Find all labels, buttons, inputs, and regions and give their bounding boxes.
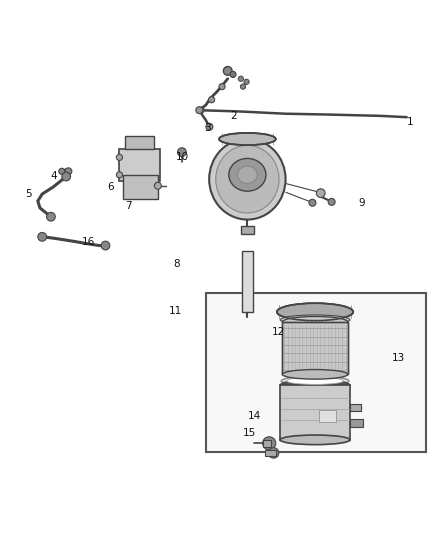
Circle shape	[268, 448, 279, 458]
Text: 6: 6	[108, 182, 114, 191]
Circle shape	[316, 189, 325, 198]
Text: 8: 8	[173, 260, 180, 269]
Ellipse shape	[283, 317, 348, 327]
Circle shape	[154, 182, 161, 189]
Text: 10: 10	[175, 152, 188, 163]
Ellipse shape	[229, 158, 266, 191]
Text: 14: 14	[247, 411, 261, 421]
Circle shape	[223, 67, 232, 75]
Bar	[283, 322, 348, 374]
Bar	[123, 175, 158, 199]
Ellipse shape	[287, 377, 343, 384]
Ellipse shape	[209, 139, 286, 220]
Bar	[241, 226, 254, 234]
Ellipse shape	[237, 166, 257, 183]
Ellipse shape	[283, 369, 348, 379]
Text: 1: 1	[407, 117, 413, 127]
Circle shape	[59, 168, 65, 174]
Circle shape	[238, 76, 244, 82]
Circle shape	[328, 198, 335, 205]
Circle shape	[177, 148, 186, 157]
Bar	[263, 440, 272, 447]
Circle shape	[198, 107, 204, 113]
Text: 12: 12	[272, 327, 285, 337]
Circle shape	[208, 96, 215, 103]
Text: 4: 4	[51, 171, 57, 181]
Bar	[350, 403, 361, 411]
Circle shape	[117, 154, 123, 160]
Bar	[283, 322, 348, 374]
Text: 9: 9	[359, 198, 365, 208]
Bar	[125, 135, 153, 149]
Circle shape	[117, 172, 123, 178]
Circle shape	[263, 437, 276, 450]
Bar	[319, 410, 336, 422]
Ellipse shape	[277, 303, 353, 321]
Text: 13: 13	[392, 353, 405, 363]
Text: 3: 3	[204, 123, 210, 133]
Bar	[119, 149, 160, 181]
Text: 2: 2	[230, 111, 237, 121]
Circle shape	[65, 168, 72, 175]
Ellipse shape	[280, 379, 350, 391]
Circle shape	[38, 232, 46, 241]
Ellipse shape	[219, 133, 276, 145]
Bar	[280, 385, 350, 440]
Circle shape	[196, 107, 203, 114]
Ellipse shape	[281, 376, 349, 386]
Text: 11: 11	[169, 306, 182, 316]
Bar	[242, 251, 253, 312]
Circle shape	[230, 71, 236, 77]
Circle shape	[309, 199, 316, 206]
Text: 5: 5	[25, 189, 32, 199]
Ellipse shape	[280, 435, 350, 445]
Circle shape	[244, 79, 249, 84]
Text: 7: 7	[125, 201, 132, 211]
Bar	[350, 419, 363, 427]
Circle shape	[46, 212, 55, 221]
Circle shape	[206, 123, 213, 130]
Circle shape	[62, 172, 71, 181]
Text: 16: 16	[81, 238, 95, 247]
Ellipse shape	[216, 146, 279, 213]
Bar	[206, 293, 426, 452]
Circle shape	[101, 241, 110, 250]
Bar	[265, 450, 276, 456]
Text: 15: 15	[243, 429, 256, 438]
Circle shape	[240, 84, 246, 89]
Circle shape	[219, 84, 225, 90]
Ellipse shape	[280, 315, 350, 325]
